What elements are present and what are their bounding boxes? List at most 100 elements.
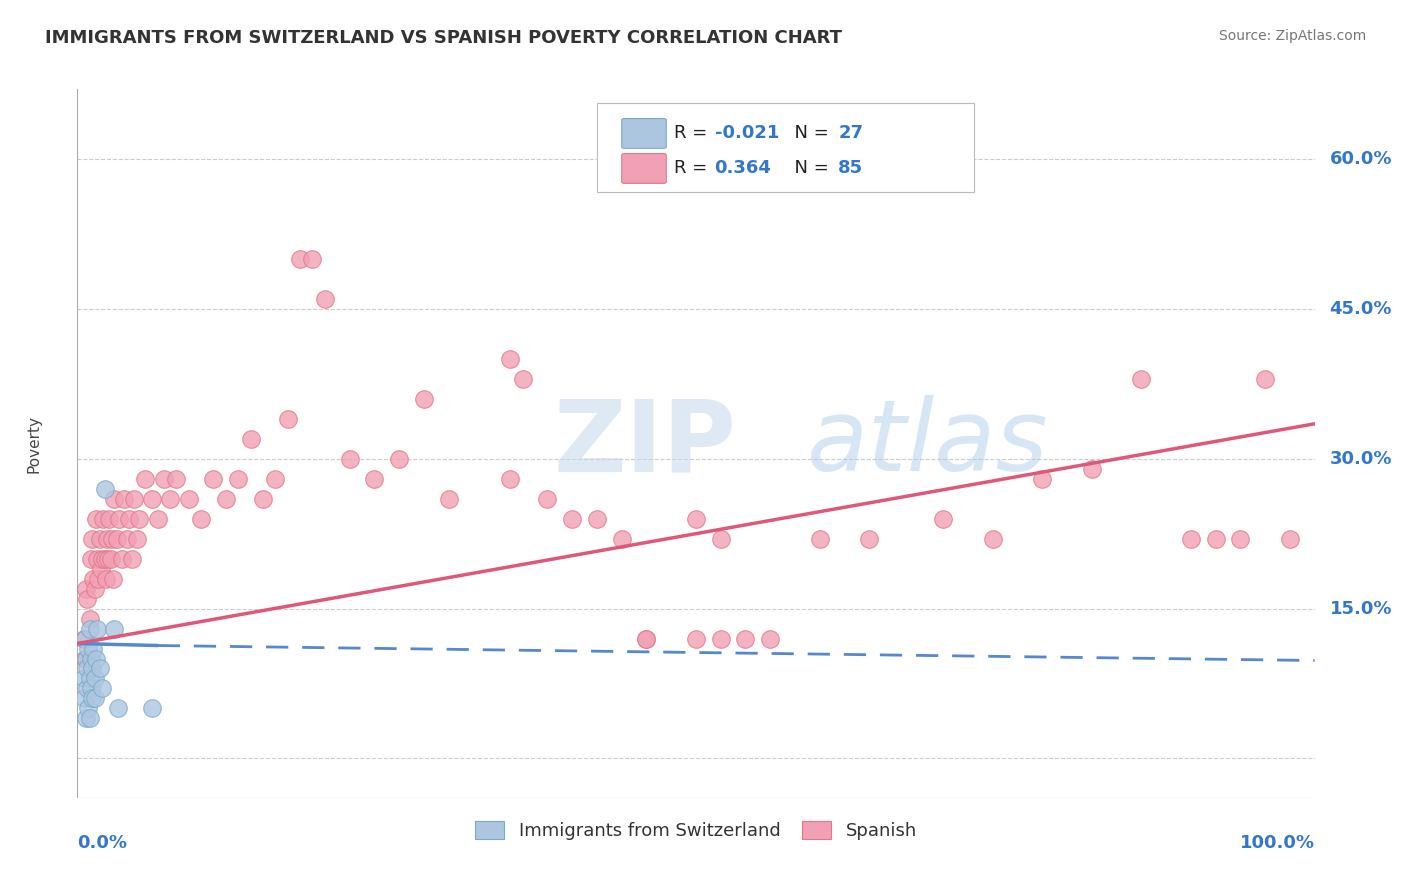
Text: -0.021: -0.021 [714,125,779,143]
Point [252,491,274,506]
Point [98,511,121,525]
Point [82,661,104,675]
Point [128,511,150,525]
Point [586,511,609,525]
Point [96,532,118,546]
Point [86,551,108,566]
Point [512,372,534,386]
FancyBboxPatch shape [621,119,666,148]
Text: atlas: atlas [807,395,1049,492]
Point [141,701,163,715]
FancyBboxPatch shape [621,153,666,184]
Point [76,681,98,696]
Point [215,491,238,506]
Point [91,551,114,566]
Point [1254,372,1277,386]
Point [118,511,141,525]
Point [79,711,101,725]
Text: 27: 27 [838,125,863,143]
Point [177,491,200,506]
Point [72,691,94,706]
Point [314,292,336,306]
Point [100,551,122,566]
Point [72,632,94,646]
Point [112,491,135,506]
Point [83,672,105,686]
Point [84,651,107,665]
Point [239,432,262,446]
Point [1205,532,1227,546]
Point [89,661,111,675]
Point [1031,472,1053,486]
Point [499,351,522,366]
Text: 60.0%: 60.0% [1330,150,1392,168]
Text: 100.0%: 100.0% [1240,834,1315,852]
Point [91,511,114,525]
Point [76,591,98,606]
Text: 30.0%: 30.0% [1330,450,1392,467]
Point [83,582,105,596]
Point [75,711,97,725]
Point [301,252,323,266]
Point [82,532,104,546]
Point [759,632,782,646]
Point [636,632,658,646]
Point [437,491,460,506]
Point [288,252,311,266]
Point [932,511,955,525]
Point [226,472,249,486]
Point [75,651,97,665]
Point [808,532,831,546]
Point [710,532,733,546]
Point [202,472,225,486]
Point [1180,532,1202,546]
Point [1081,461,1104,475]
Point [103,572,125,586]
Point [73,651,96,665]
Point [734,632,756,646]
Point [75,582,97,596]
Point [82,641,104,656]
Point [103,622,125,636]
Legend: Immigrants from Switzerland, Spanish: Immigrants from Switzerland, Spanish [468,814,924,847]
Point [710,632,733,646]
Point [91,681,114,696]
Text: 0.364: 0.364 [714,160,772,178]
Point [87,572,110,586]
Point [125,532,148,546]
Point [159,491,181,506]
Point [1229,532,1251,546]
Point [685,511,707,525]
Point [122,491,145,506]
Text: N =: N = [783,125,834,143]
Text: 85: 85 [838,160,863,178]
Point [636,632,658,646]
Point [86,622,108,636]
Point [93,482,115,496]
Point [412,392,434,406]
Point [190,511,212,525]
Point [79,611,101,625]
Point [536,491,558,506]
Point [499,472,522,486]
Point [153,472,176,486]
Point [981,532,1004,546]
Point [94,572,117,586]
Point [76,661,98,675]
Text: R =: R = [673,160,713,178]
Point [277,412,299,426]
Text: Source: ZipAtlas.com: Source: ZipAtlas.com [1219,29,1367,43]
Text: 0.0%: 0.0% [77,834,128,852]
Point [1278,532,1301,546]
Point [80,551,103,566]
Text: IMMIGRANTS FROM SWITZERLAND VS SPANISH POVERTY CORRELATION CHART: IMMIGRANTS FROM SWITZERLAND VS SPANISH P… [45,29,842,46]
Point [146,511,169,525]
Point [1130,372,1153,386]
Point [97,551,120,566]
Point [388,451,411,466]
Text: R =: R = [673,125,713,143]
Point [90,561,112,575]
Point [685,632,707,646]
Point [103,491,125,506]
Point [134,472,156,486]
